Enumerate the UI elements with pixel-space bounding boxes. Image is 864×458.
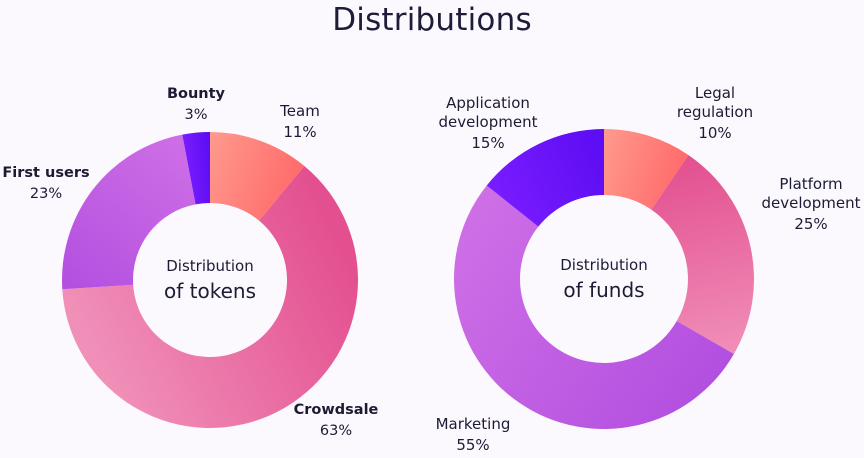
center-label-funds-line2: of funds (563, 278, 644, 302)
center-label-funds-line1: Distribution (560, 256, 648, 274)
chart-tokens: Team 11% Crowdsale 63% First users 23% Bounty 3… (2, 86, 378, 439)
slice-team (210, 132, 305, 221)
label-crowdsale: Crowdsale 63% (294, 402, 379, 439)
label-bounty: Bounty 3% (167, 86, 226, 123)
chart-funds: Legal regulation 10%Platform development 25%… (436, 84, 861, 454)
label-application-development: Application development 15% (439, 94, 538, 152)
label-team: Team 11% (279, 102, 320, 141)
label-first-users: First users 23% (2, 165, 89, 202)
slice-crowdsale (62, 165, 359, 429)
value-first-users: 23% (30, 186, 62, 202)
slice-bounty (182, 132, 210, 205)
label-legal-regulation: Legal regulation 10% (677, 84, 753, 142)
center-label-tokens-line2: of tokens (164, 279, 256, 303)
value-team: 11% (283, 123, 316, 141)
page-title: Distributions (332, 2, 532, 38)
slice-application-development (486, 129, 604, 227)
value-application-development: 15% (471, 134, 504, 152)
value-platform-development: 25% (794, 215, 827, 233)
slice-marketing (453, 185, 734, 430)
center-label-tokens-line1: Distribution (166, 257, 254, 275)
label-marketing: Marketing 55% (436, 415, 511, 454)
label-platform-development: Platform development 25% (762, 175, 861, 233)
value-bounty: 3% (184, 107, 207, 123)
value-crowdsale: 63% (320, 423, 352, 439)
slice-first-users (62, 134, 196, 290)
slice-platform-development (651, 155, 755, 354)
slice-legal-regulation (604, 129, 689, 210)
value-legal-regulation: 10% (698, 124, 731, 142)
value-marketing: 55% (456, 436, 489, 454)
